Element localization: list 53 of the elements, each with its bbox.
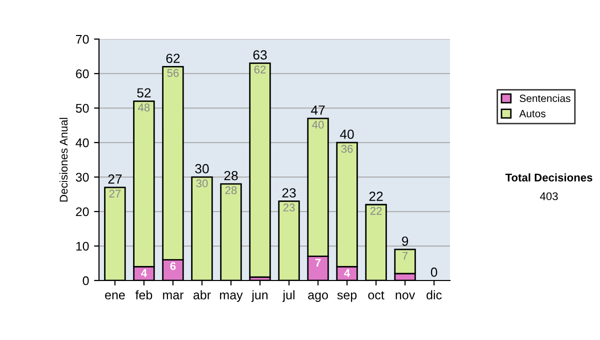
text: Total Decisiones [505, 173, 592, 182]
data-label: 4 [344, 269, 350, 277]
data-label: 30 [196, 179, 208, 188]
data-label: 7 [315, 258, 321, 266]
y-axis-title: Decisiones Anual [59, 118, 68, 202]
data-label: 23 [283, 204, 295, 212]
total-label: 27 [108, 174, 122, 184]
x-tick-label: dic [426, 290, 442, 300]
bar [249, 62, 271, 278]
x-tick-label: feb [135, 290, 152, 300]
y-tick-label: 30 [76, 172, 89, 182]
y-tick-label: 10 [76, 242, 89, 251]
x-tick-label: jun [251, 290, 268, 302]
x-tick-label: jul [282, 290, 294, 302]
data-label: 7 [402, 252, 408, 260]
y-tick-label: 20 [76, 207, 89, 216]
total-label: 62 [166, 54, 180, 64]
legend-label: Autos [519, 110, 546, 118]
total-label: 0 [430, 268, 438, 277]
x-tick-label: nov [396, 292, 416, 300]
data-label: 36 [341, 144, 353, 153]
y-tick-label: 0 [82, 276, 89, 286]
y-tick-label: 40 [76, 138, 89, 148]
data-label: 62 [254, 66, 266, 74]
y-tick-label: 50 [76, 104, 89, 113]
x-tick-label: sep [337, 292, 357, 302]
total-label: 22 [369, 192, 383, 201]
total-label: 28 [224, 170, 238, 180]
data-label: 22 [370, 206, 382, 215]
y-tick-label: 60 [76, 69, 89, 78]
total-label: 23 [282, 188, 296, 198]
x-tick-label: mar [163, 292, 184, 300]
data-label: 40 [312, 120, 324, 129]
x-tick-label: ene [105, 292, 125, 300]
text: 403 [540, 192, 558, 200]
total-label: 52 [137, 88, 151, 98]
data-label: 6 [170, 262, 176, 270]
total-label: 47 [310, 106, 325, 115]
total-label: 40 [340, 130, 354, 139]
total-label: 63 [253, 50, 267, 60]
data-label: 28 [225, 186, 237, 194]
data-label: 48 [138, 104, 150, 112]
x-tick-label: ago [308, 292, 328, 302]
x-tick-label: may [220, 292, 243, 302]
legend-label: Sentencias [520, 94, 570, 102]
x-tick-label: oct [368, 291, 384, 300]
total-label: 30 [195, 164, 209, 174]
data-label: 27 [109, 190, 121, 198]
y-tick-label: 70 [76, 34, 89, 44]
x-tick-label: abr [193, 290, 211, 300]
total-label: 9 [402, 236, 408, 246]
data-label: 56 [167, 69, 179, 77]
data-label: 4 [141, 269, 147, 277]
